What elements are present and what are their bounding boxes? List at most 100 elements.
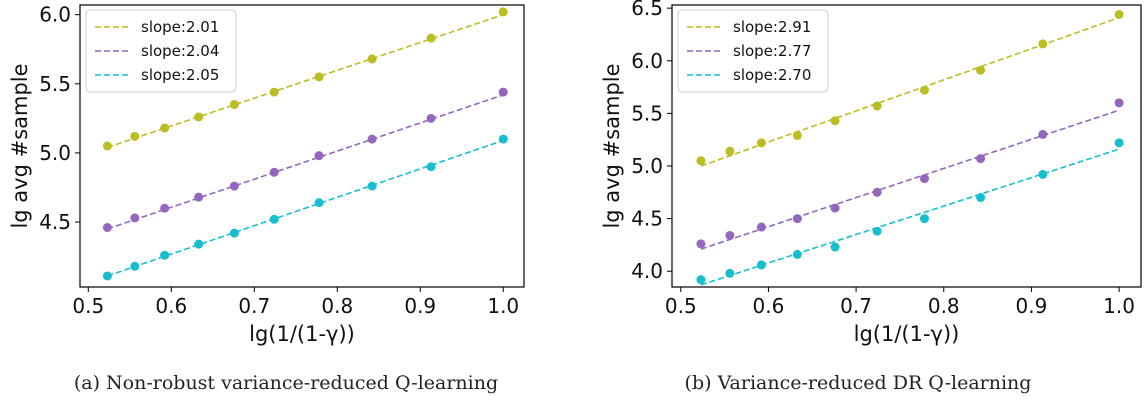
data-point — [160, 203, 170, 213]
data-point — [919, 85, 929, 95]
data-point — [756, 138, 766, 148]
data-point — [976, 65, 986, 75]
chart-panel-a: 0.5 0.6 0.7 0.8 0.9 1.0 4.5 5.0 5.5 6.0 lg(1/(1-γ)… — [8, 3, 525, 394]
y-tick-label: 6.0 — [631, 49, 663, 73]
y-tick-label: 5.0 — [631, 154, 663, 178]
data-point — [314, 198, 324, 208]
data-point — [130, 131, 140, 141]
data-point — [426, 113, 436, 123]
chart-panel-b: 0.5 0.6 0.7 0.8 0.9 1.0 4.0 4.5 5.0 5.5 6.0 6.5 lg(1… — [572, 0, 1144, 414]
legend-label: slope:2.04 — [141, 42, 219, 60]
legend-label: slope:2.91 — [733, 18, 811, 36]
chart-b-svg: 0.5 0.6 0.7 0.8 0.9 1.0 4.0 4.5 5.0 5.5 6.0 6.5 lg(1… — [600, 0, 1142, 346]
data-point — [130, 261, 140, 271]
data-point — [872, 187, 882, 197]
data-point — [194, 112, 204, 122]
data-point — [725, 146, 735, 156]
data-point — [756, 260, 766, 270]
data-point — [130, 213, 140, 223]
x-tick-label: 0.5 — [72, 294, 104, 318]
data-point — [426, 162, 436, 172]
data-point — [792, 130, 802, 140]
series-fit-line — [107, 13, 504, 149]
data-point — [102, 271, 112, 281]
data-point — [756, 222, 766, 232]
data-point — [919, 214, 929, 224]
legend-box — [85, 9, 237, 93]
plot-frame — [671, 4, 1142, 288]
data-point — [229, 181, 239, 191]
data-point — [314, 72, 324, 82]
data-point — [269, 167, 279, 177]
data-point — [1038, 129, 1048, 139]
data-point — [1114, 98, 1124, 108]
legend-label: slope:2.01 — [141, 18, 219, 36]
data-point — [367, 181, 377, 191]
data-point — [872, 226, 882, 236]
y-tick-label: 6.0 — [39, 3, 71, 27]
data-point — [426, 33, 436, 43]
legend-label: slope:2.77 — [733, 42, 811, 60]
data-point — [367, 54, 377, 64]
x-tick-label: 0.9 — [404, 294, 436, 318]
x-tick-label: 0.9 — [1016, 294, 1048, 318]
data-point — [367, 134, 377, 144]
x-tick-label: 0.8 — [928, 294, 960, 318]
data-point — [498, 87, 508, 97]
data-point — [1114, 9, 1124, 19]
data-point — [1038, 169, 1048, 179]
y-tick-label: 5.5 — [39, 72, 71, 96]
x-tick-label: 0.6 — [753, 294, 785, 318]
y-tick-label: 5.5 — [631, 101, 663, 125]
legend-box — [677, 9, 829, 93]
data-point — [229, 100, 239, 110]
series-fit-line — [700, 148, 1120, 286]
data-point — [498, 7, 508, 17]
x-axis-label: lg(1/(1-γ)) — [854, 322, 960, 346]
y-tick-label: 4.5 — [39, 210, 71, 234]
chart-a-svg: 0.5 0.6 0.7 0.8 0.9 1.0 4.5 5.0 5.5 6.0 lg(1/(1-γ)… — [8, 3, 525, 346]
data-point — [1038, 39, 1048, 49]
x-tick-label: 1.0 — [487, 294, 519, 318]
data-point — [1114, 138, 1124, 148]
series-fit-line — [700, 109, 1120, 250]
x-tick-label: 0.8 — [321, 294, 353, 318]
data-point — [792, 249, 802, 259]
data-point — [160, 123, 170, 133]
plot-frame — [79, 4, 525, 288]
legend-label: slope:2.05 — [141, 66, 219, 84]
y-axis-label: lg avg #sample — [8, 63, 32, 228]
y-axis-label: lg avg #sample — [600, 63, 624, 228]
series-fit-line — [700, 16, 1120, 167]
y-tick-label: 4.5 — [631, 207, 663, 231]
data-point — [102, 223, 112, 233]
caption-a: (a) Non-robust variance-reduced Q-learni… — [73, 372, 499, 394]
data-point — [194, 239, 204, 249]
y-tick-label: 4.0 — [631, 259, 663, 283]
data-point — [872, 101, 882, 111]
data-point — [314, 151, 324, 161]
data-point — [792, 214, 802, 224]
x-tick-label: 0.7 — [238, 294, 270, 318]
data-point — [229, 228, 239, 238]
data-point — [102, 141, 112, 151]
data-point — [919, 174, 929, 184]
data-point — [696, 275, 706, 285]
data-point — [160, 250, 170, 260]
data-point — [269, 214, 279, 224]
data-point — [976, 193, 986, 203]
x-tick-label: 0.7 — [840, 294, 872, 318]
series-fit-line — [107, 139, 504, 277]
data-point — [725, 230, 735, 240]
data-point — [696, 156, 706, 166]
data-point — [696, 239, 706, 249]
data-point — [725, 268, 735, 278]
series-fit-line — [107, 94, 504, 230]
data-point — [830, 116, 840, 126]
data-point — [269, 87, 279, 97]
data-point — [976, 154, 986, 164]
x-axis-label: lg(1/(1-γ)) — [249, 322, 355, 346]
data-point — [498, 134, 508, 144]
data-point — [830, 242, 840, 252]
y-tick-label: 5.0 — [39, 141, 71, 165]
